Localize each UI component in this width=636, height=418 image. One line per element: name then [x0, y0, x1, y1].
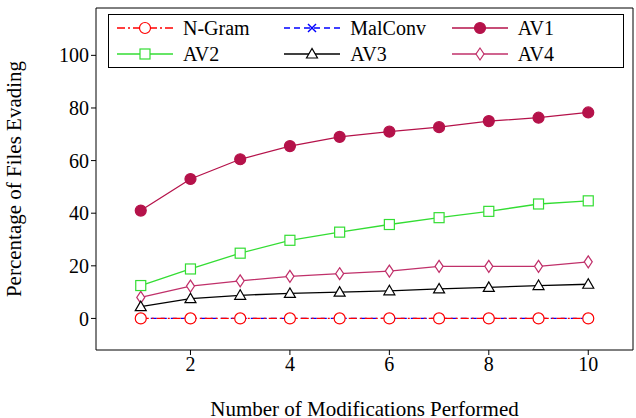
- html-text:AV2: AV2: [183, 42, 220, 65]
- html-text:AV4: AV4: [517, 42, 554, 65]
- svg-text:20: 20: [69, 255, 89, 277]
- svg-text:Number of Modifications Perfor: Number of Modifications Performed: [210, 397, 519, 418]
- svg-text:8: 8: [484, 353, 494, 375]
- html-text:MalConv: MalConv: [350, 16, 426, 39]
- html-text:N-Gram: N-Gram: [183, 16, 250, 39]
- svg-text:6: 6: [384, 353, 394, 375]
- html-text:AV3: AV3: [350, 42, 387, 65]
- svg-text:10: 10: [578, 353, 598, 375]
- svg-text:60: 60: [69, 150, 89, 172]
- svg-text:100: 100: [59, 44, 89, 66]
- svg-text:2: 2: [185, 353, 195, 375]
- svg-text:80: 80: [69, 97, 89, 119]
- html-text:AV1: AV1: [517, 16, 554, 39]
- svg-text:0: 0: [79, 308, 89, 330]
- svg-text:4: 4: [285, 353, 295, 375]
- svg-text:Percentage of Files Evading: Percentage of Files Evading: [8, 60, 26, 297]
- svg-text:40: 40: [69, 202, 89, 224]
